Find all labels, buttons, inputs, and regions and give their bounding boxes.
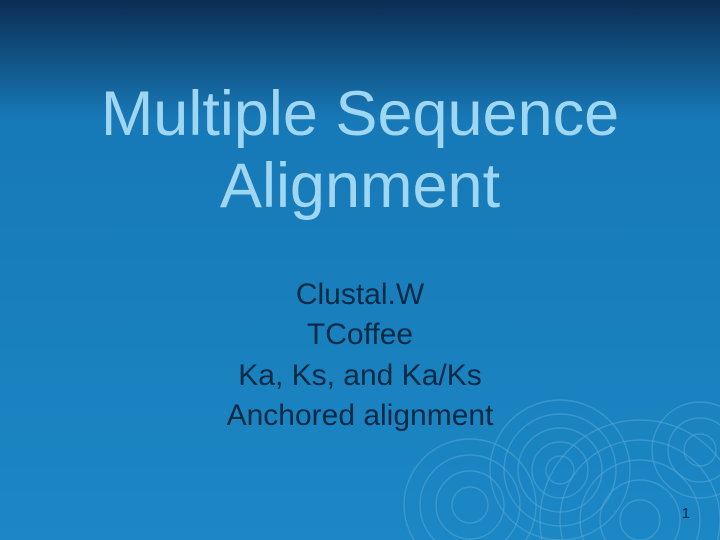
subtitle-item: TCoffee bbox=[227, 315, 494, 356]
slide-title: Multiple Sequence Alignment bbox=[101, 78, 619, 223]
content-area: Multiple Sequence Alignment Clustal.W TC… bbox=[0, 0, 720, 540]
page-number: 1 bbox=[682, 505, 690, 522]
title-line-2: Alignment bbox=[220, 151, 500, 221]
slide: Multiple Sequence Alignment Clustal.W TC… bbox=[0, 0, 720, 540]
subtitle-item: Anchored alignment bbox=[227, 396, 494, 437]
title-line-1: Multiple Sequence bbox=[101, 79, 619, 149]
subtitle-item: Ka, Ks, and Ka/Ks bbox=[227, 356, 494, 397]
subtitle-item: Clustal.W bbox=[227, 275, 494, 316]
subtitle-block: Clustal.W TCoffee Ka, Ks, and Ka/Ks Anch… bbox=[227, 275, 494, 437]
